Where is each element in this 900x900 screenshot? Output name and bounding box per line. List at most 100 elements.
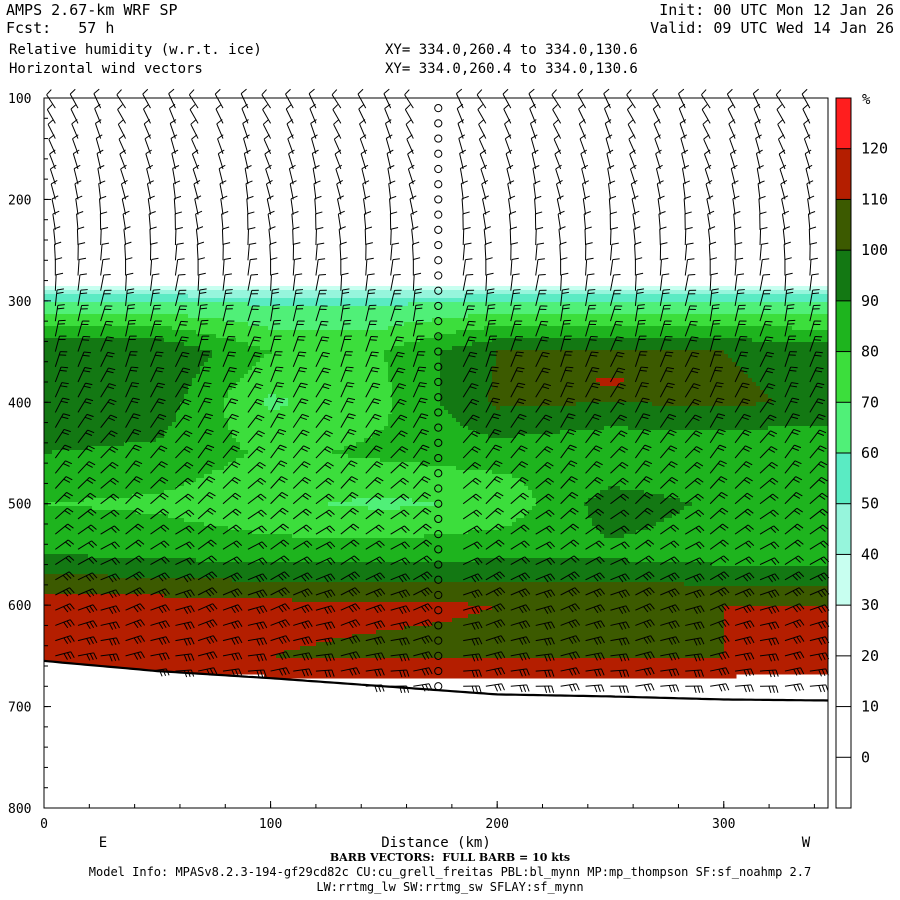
wind-barb [100,430,118,444]
colorbar-swatch [836,199,851,251]
rh-cell [720,294,725,303]
rh-cell [156,294,161,303]
wind-barb [412,319,424,337]
rh-cell [528,434,533,491]
rh-cell [160,514,165,559]
wind-barb [734,242,743,261]
wind-barb [634,382,649,398]
rh-cell [64,294,69,303]
wind-barb [759,637,780,646]
wind-barb [55,539,75,550]
rh-cell [68,502,73,507]
rh-cell [364,582,369,603]
wind-barb [247,573,268,583]
rh-cell [624,426,629,491]
wind-barb [100,414,118,428]
rh-cell [792,294,797,303]
wind-barb [759,605,780,615]
rh-cell [440,290,445,299]
rh-cell [796,294,801,303]
wind-barb [752,88,761,109]
wind-barb [759,305,772,322]
wind-barb [365,242,373,261]
rh-cell [312,286,317,291]
wind-barb [47,119,56,139]
rh-cell [236,342,241,383]
rh-cell [664,350,669,407]
rh-cell [160,326,165,339]
rh-cell [352,538,357,563]
rh-cell [416,602,421,627]
wind-barb [784,667,805,676]
rh-cell [340,562,345,583]
wind-barb [709,288,719,306]
rh-cell [552,294,557,303]
rh-cell [404,342,409,463]
rh-cell [232,598,237,675]
wind-barb [222,668,243,677]
rh-cell [724,314,729,327]
calm-wind-circle [434,666,443,676]
rh-cell [536,286,541,291]
wind-barb [270,428,287,444]
calm-wind-circle [434,499,443,508]
wind-barb [759,557,780,566]
rh-cell [780,326,785,343]
wind-barb [55,603,75,613]
rh-cell [104,302,109,315]
rh-cell [600,386,605,403]
rh-cell [72,294,77,303]
rh-cell [396,306,401,327]
rh-cell [584,402,589,431]
rh-cell [44,574,49,595]
colorbar-swatch [836,655,851,707]
rh-cell [136,302,141,315]
calm-wind-circle [434,180,443,189]
rh-cell [628,314,633,327]
rh-cell [668,314,673,327]
rh-cell [704,286,709,291]
wind-barb [607,165,615,185]
rh-cell [536,294,541,303]
rh-cell [184,346,189,395]
wind-barb [684,414,702,428]
rh-cell [208,350,213,359]
rh-cell [300,306,305,331]
wind-barb [46,89,56,109]
rh-cell [52,574,57,595]
rh-cell [564,290,569,295]
rh-cell [92,286,97,291]
rh-cell [564,430,569,559]
wind-barb [708,226,716,246]
rh-cell [320,602,325,643]
rh-cell [732,286,737,291]
rh-cell [432,318,437,339]
rh-cell [468,302,473,315]
wind-barb [510,398,526,413]
rh-cell [168,558,173,579]
rh-cell [460,470,465,535]
rh-cell [480,286,485,291]
rh-cell [736,366,741,407]
rh-cell [44,302,49,315]
wind-barb [292,398,309,413]
wind-barb [528,88,537,109]
rh-cell [516,582,521,659]
rh-cell [536,582,541,659]
wind-barb [77,540,98,550]
rh-cell [380,602,385,631]
rh-cell [680,406,685,431]
wind-barb [759,653,779,662]
rh-cell [396,498,401,511]
rh-cell [472,294,477,303]
rh-cell [556,326,561,339]
rh-cell [696,406,701,431]
rh-cell [688,302,693,315]
rh-cell [136,514,141,559]
wind-barb [292,289,304,307]
wind-barb [247,621,268,630]
rh-cell [424,582,429,603]
rh-cell [540,350,545,407]
wind-barb [734,476,753,489]
rh-cell [496,286,501,291]
